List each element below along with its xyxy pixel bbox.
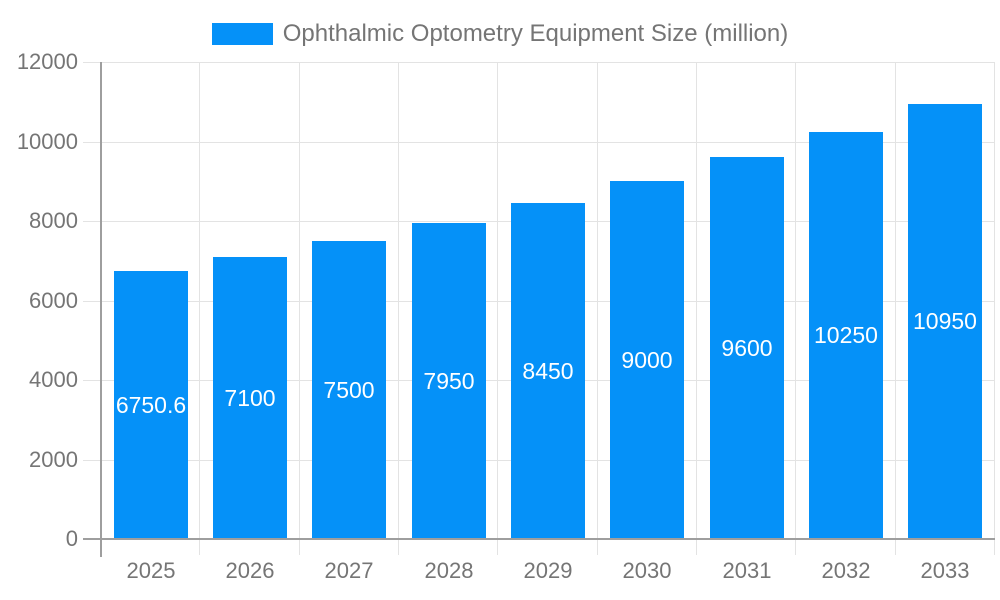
x-tick-label: 2028	[424, 558, 474, 583]
x-tick-label: 2030	[622, 558, 672, 583]
bar-value-label: 7950	[423, 367, 475, 394]
bar-value-label: 10250	[814, 322, 878, 348]
x-gridline	[497, 62, 498, 555]
y-tick-label: 8000	[29, 208, 78, 233]
legend: Ophthalmic Optometry Equipment Size (mil…	[0, 20, 1000, 48]
x-gridline	[199, 62, 200, 555]
y-axis-line	[100, 62, 102, 557]
bar-2032: 10250	[809, 132, 883, 539]
bar-value-label: 7100	[224, 384, 276, 411]
bar-value-label: 6750.6	[115, 391, 187, 418]
x-gridline	[895, 62, 896, 555]
x-tick-label: 2029	[523, 558, 573, 583]
y-tick-label: 10000	[16, 129, 78, 154]
bar-value-label: 10950	[913, 308, 977, 334]
y-tick-label: 0	[65, 526, 78, 551]
bar-2033: 10950	[908, 104, 982, 539]
bar-2031: 9600	[710, 157, 784, 539]
x-tick-label: 2027	[324, 558, 374, 583]
y-tick-label: 2000	[29, 447, 78, 472]
x-gridline	[795, 62, 796, 555]
x-tick-label: 2031	[722, 558, 772, 583]
y-tick-label: 4000	[29, 367, 78, 392]
bar-2030: 9000	[610, 181, 684, 539]
bar-value-label: 9000	[621, 346, 673, 373]
x-axis-line	[83, 538, 995, 540]
bar-2028: 7950	[412, 223, 486, 539]
x-gridline	[597, 62, 598, 555]
y-tick-label: 6000	[29, 288, 78, 313]
legend-item[interactable]: Ophthalmic Optometry Equipment Size (mil…	[211, 20, 789, 48]
bar-value-label: 8450	[522, 357, 574, 384]
bar-2025: 6750.6	[114, 271, 188, 539]
bar-2027: 7500	[312, 241, 386, 539]
x-gridline	[994, 62, 995, 555]
x-tick-label: 2033	[920, 558, 970, 583]
y-gridline	[83, 62, 995, 63]
x-gridline	[299, 62, 300, 555]
legend-swatch	[211, 23, 273, 45]
x-tick-label: 2025	[126, 558, 176, 583]
y-tick-label: 12000	[16, 49, 78, 74]
x-tick-label: 2026	[225, 558, 275, 583]
bar-value-label: 7500	[323, 376, 375, 403]
y-gridline	[83, 142, 995, 143]
plot-area: 6750.6 7100 7500 7950 8450 9000 9600 10250 10950	[83, 62, 995, 555]
x-gridline	[696, 62, 697, 555]
legend-label: Ophthalmic Optometry Equipment Size (mil…	[282, 20, 789, 47]
bar-2029: 8450	[511, 203, 585, 539]
bar-2026: 7100	[213, 257, 287, 539]
x-gridline	[398, 62, 399, 555]
x-tick-label: 2032	[821, 558, 871, 583]
bar-value-label: 9600	[721, 334, 773, 361]
